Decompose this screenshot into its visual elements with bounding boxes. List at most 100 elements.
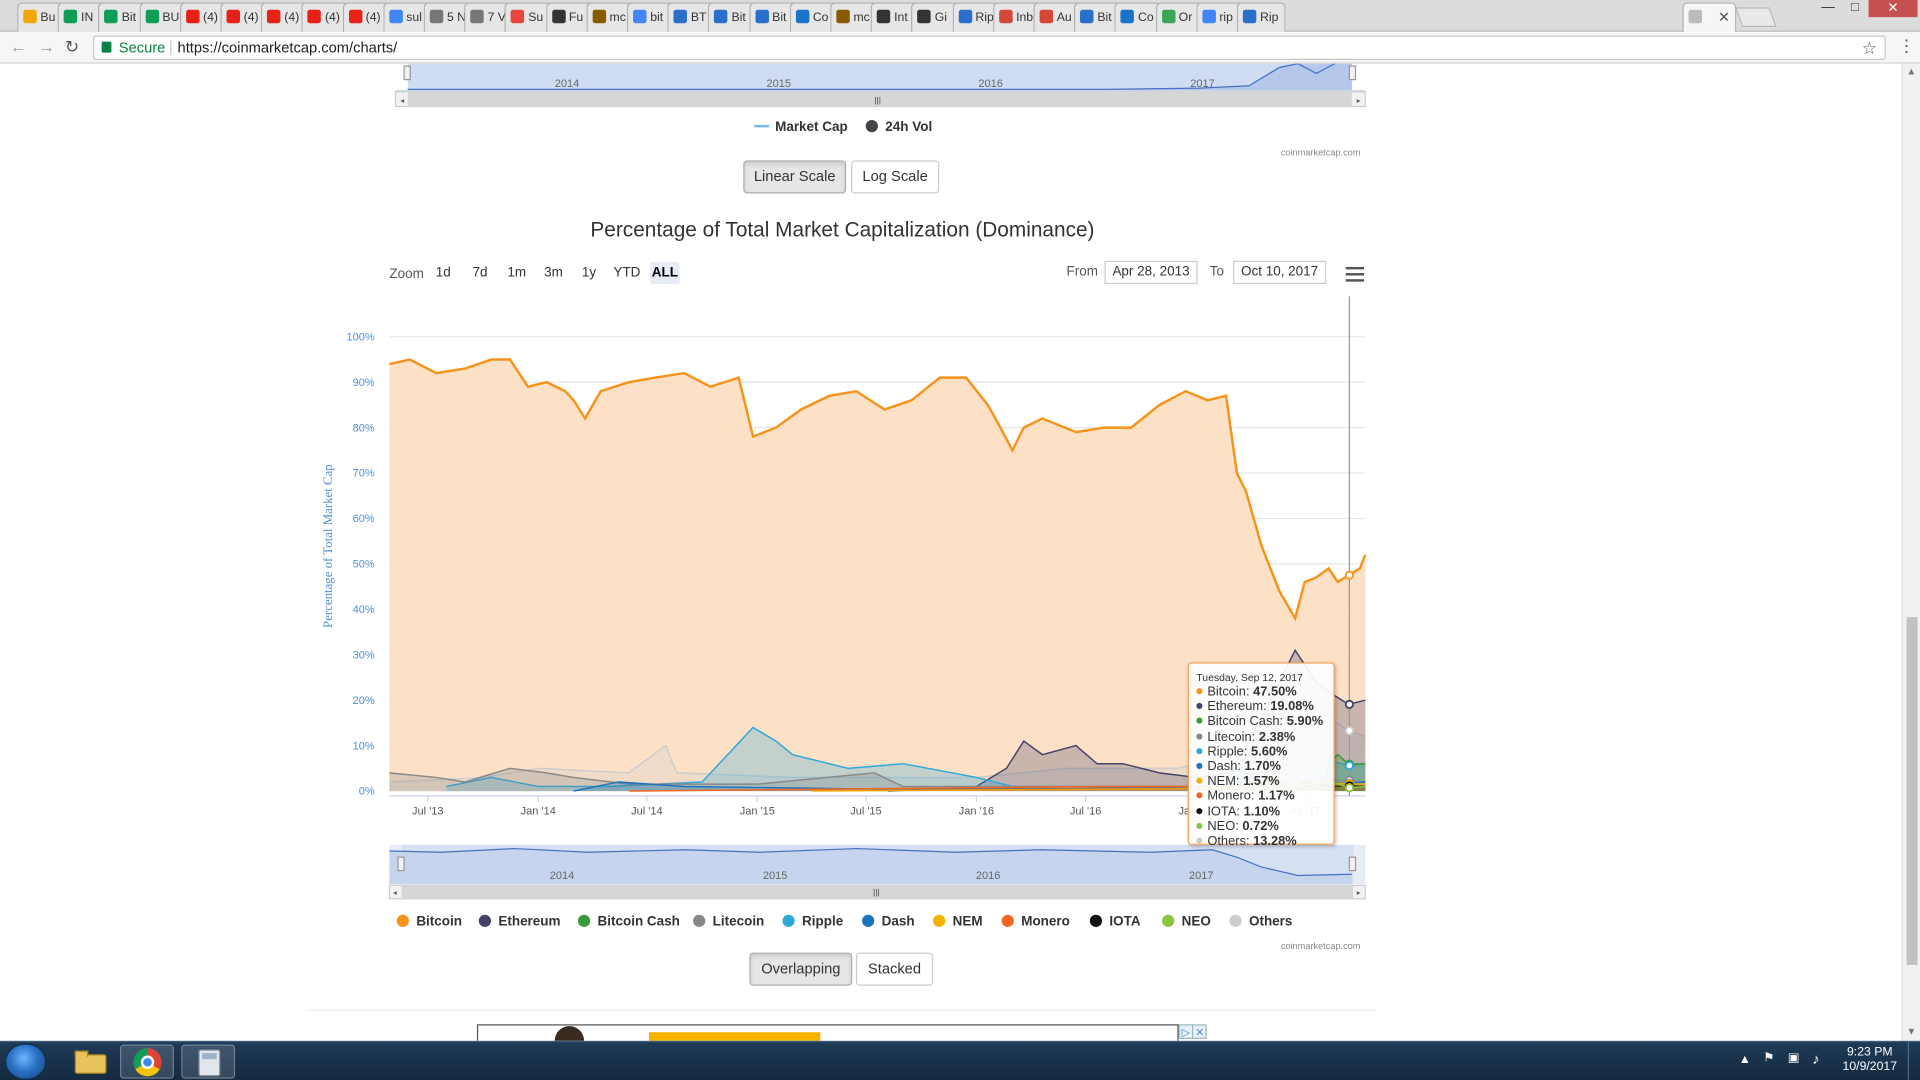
navigator-handle-left[interactable] bbox=[397, 856, 405, 872]
minimize-button[interactable]: — bbox=[1821, 0, 1835, 15]
tooltip-row: IOTA: 1.10% bbox=[1196, 804, 1326, 819]
close-window-button[interactable]: ✕ bbox=[1868, 0, 1918, 18]
legend-bitcoin[interactable]: Bitcoin bbox=[396, 914, 462, 929]
tab-favicon bbox=[755, 9, 769, 24]
tooltip-row: NEM: 1.57% bbox=[1196, 774, 1326, 789]
zoom-button[interactable]: 7d bbox=[472, 265, 488, 281]
litecoin-legend-dot-icon bbox=[693, 914, 706, 927]
bitcoin-line[interactable] bbox=[389, 358, 1367, 622]
clock[interactable]: 9:23 PM 10/9/2017 bbox=[1839, 1046, 1900, 1075]
network-icon[interactable]: ▣ bbox=[1787, 1051, 1800, 1066]
browser-tab[interactable]: Bit bbox=[1074, 2, 1124, 32]
tab-favicon bbox=[836, 9, 850, 24]
dominance-credit[interactable]: coinmarketcap.com bbox=[1280, 940, 1361, 952]
show-desktop-button[interactable] bbox=[1907, 1042, 1920, 1080]
browser-tab[interactable]: Rip bbox=[1236, 2, 1286, 32]
calculator-icon[interactable] bbox=[181, 1044, 236, 1079]
zoom-button[interactable]: 1d bbox=[435, 265, 451, 281]
zoom-button[interactable]: YTD bbox=[613, 265, 641, 281]
navigator-handle-right[interactable] bbox=[1348, 856, 1357, 872]
legend-neo[interactable]: NEO bbox=[1162, 914, 1211, 929]
browser-tab[interactable]: ✕ bbox=[1682, 2, 1737, 32]
legend-market-cap[interactable]: Market Cap bbox=[754, 120, 848, 135]
legend-ethereum[interactable]: Ethereum bbox=[478, 914, 561, 929]
action-center-icon[interactable]: ⚑ bbox=[1763, 1051, 1775, 1066]
navigator-scroll-thumb[interactable] bbox=[401, 885, 1354, 899]
browser-tab[interactable]: mc bbox=[586, 2, 636, 32]
legend-label: Litecoin bbox=[712, 914, 765, 930]
dominance-navigator[interactable]: ||| ◂ ▸ bbox=[388, 844, 1366, 900]
top-navigator-handle-left[interactable] bbox=[403, 65, 411, 81]
tab-favicon bbox=[145, 9, 159, 24]
x-tick-label: Jul '15 bbox=[850, 805, 882, 817]
page-scroll-thumb[interactable] bbox=[1906, 617, 1918, 965]
zoom-button[interactable]: ALL bbox=[650, 262, 680, 285]
tab-title: Bit bbox=[1097, 11, 1112, 25]
crosshair-marker bbox=[1344, 570, 1354, 580]
legend-bitcoin-cash[interactable]: Bitcoin Cash bbox=[577, 914, 680, 929]
hamburger-menu-icon[interactable] bbox=[1345, 266, 1365, 282]
zoom-button[interactable]: 1y bbox=[581, 265, 597, 281]
tooltip-series-dot bbox=[1196, 762, 1203, 769]
top-chart-credit[interactable]: coinmarketcap.com bbox=[1280, 146, 1361, 158]
zoom-button[interactable]: 3m bbox=[544, 265, 563, 281]
tab-favicon bbox=[429, 9, 444, 24]
legend-label: Dash bbox=[881, 914, 915, 930]
navigator-right-arrow[interactable]: ▸ bbox=[1357, 888, 1361, 897]
dash-legend-dot-icon bbox=[862, 914, 875, 927]
scroll-down-arrow[interactable]: ▼ bbox=[1906, 1026, 1917, 1038]
kebab-menu-icon[interactable]: ⋮ bbox=[1897, 35, 1916, 56]
new-tab-button[interactable] bbox=[1735, 7, 1777, 27]
scroll-up-arrow[interactable]: ▲ bbox=[1906, 66, 1917, 78]
zoom-label: Zoom bbox=[389, 266, 424, 282]
top-navigator-right-arrow[interactable]: ▸ bbox=[1357, 96, 1361, 105]
tab-favicon bbox=[633, 9, 647, 24]
legend-monero[interactable]: Monero bbox=[1001, 914, 1070, 929]
windows-start-icon[interactable] bbox=[4, 1043, 47, 1080]
tooltip-series-dot bbox=[1196, 732, 1203, 740]
browser-tab[interactable]: Co bbox=[1114, 2, 1164, 32]
url-text[interactable]: https://coinmarketcap.com/charts/ bbox=[177, 39, 398, 57]
legend-others[interactable]: Others bbox=[1229, 914, 1292, 929]
legend-litecoin[interactable]: Litecoin bbox=[693, 914, 765, 930]
tab-title: (4) bbox=[324, 11, 340, 25]
legend-label: IOTA bbox=[1109, 914, 1141, 930]
top-navigator-handle-right[interactable] bbox=[1348, 65, 1357, 81]
ad-banner[interactable]: ▷ ✕ bbox=[476, 1024, 1207, 1041]
legend-iota[interactable]: IOTA bbox=[1089, 914, 1141, 930]
legend-24h-vol[interactable]: 24h Vol bbox=[865, 120, 932, 135]
back-arrow-icon[interactable]: ← bbox=[9, 36, 27, 57]
show-hidden-icons[interactable]: ▲ bbox=[1738, 1053, 1751, 1067]
navigator-left-arrow[interactable]: ◂ bbox=[393, 888, 397, 897]
reload-icon[interactable]: ↻ bbox=[64, 36, 80, 57]
star-icon[interactable]: ☆ bbox=[1861, 37, 1878, 58]
volume-icon[interactable]: ♪ bbox=[1812, 1050, 1820, 1068]
linear-scale-button[interactable]: Linear Scale bbox=[743, 160, 847, 194]
to-date-input[interactable]: Oct 10, 2017 bbox=[1233, 260, 1327, 285]
log-scale-button[interactable]: Log Scale bbox=[851, 160, 940, 194]
page-scrollbar[interactable]: ▲ ▼ bbox=[1901, 63, 1920, 1041]
legend-ripple[interactable]: Ripple bbox=[782, 914, 843, 929]
from-date-input[interactable]: Apr 28, 2013 bbox=[1104, 260, 1198, 285]
top-navigator-grip: ||| bbox=[874, 95, 881, 105]
tab-title: bit bbox=[650, 11, 664, 25]
top-navigator[interactable]: ||| ◂ ▸ bbox=[394, 63, 1366, 108]
forward-arrow-icon[interactable]: → bbox=[37, 36, 56, 57]
legend-dash[interactable]: Dash bbox=[862, 914, 915, 930]
overlapping-button[interactable]: Overlapping bbox=[749, 952, 853, 986]
stacked-button[interactable]: Stacked bbox=[855, 952, 934, 986]
tooltip-colon: : bbox=[1263, 699, 1271, 715]
crosshair-marker bbox=[1344, 760, 1354, 771]
maximize-button[interactable]: □ bbox=[1851, 0, 1860, 15]
tab-favicon bbox=[1120, 9, 1135, 24]
top-navigator-left-arrow[interactable]: ◂ bbox=[400, 96, 404, 105]
zoom-button[interactable]: 1m bbox=[507, 265, 527, 281]
legend-nem[interactable]: NEM bbox=[933, 914, 983, 929]
top-navigator-scroll-thumb[interactable] bbox=[407, 91, 1352, 107]
ad-close-icon[interactable] bbox=[1192, 1024, 1207, 1039]
file-explorer-icon[interactable] bbox=[64, 1044, 118, 1078]
address-bar[interactable]: Secure https://coinmarketcap.com/charts/… bbox=[93, 35, 1886, 61]
chrome-icon[interactable] bbox=[120, 1044, 174, 1079]
tab-close-icon[interactable]: ✕ bbox=[1717, 8, 1731, 26]
24h-vol-dot-icon bbox=[865, 120, 878, 133]
